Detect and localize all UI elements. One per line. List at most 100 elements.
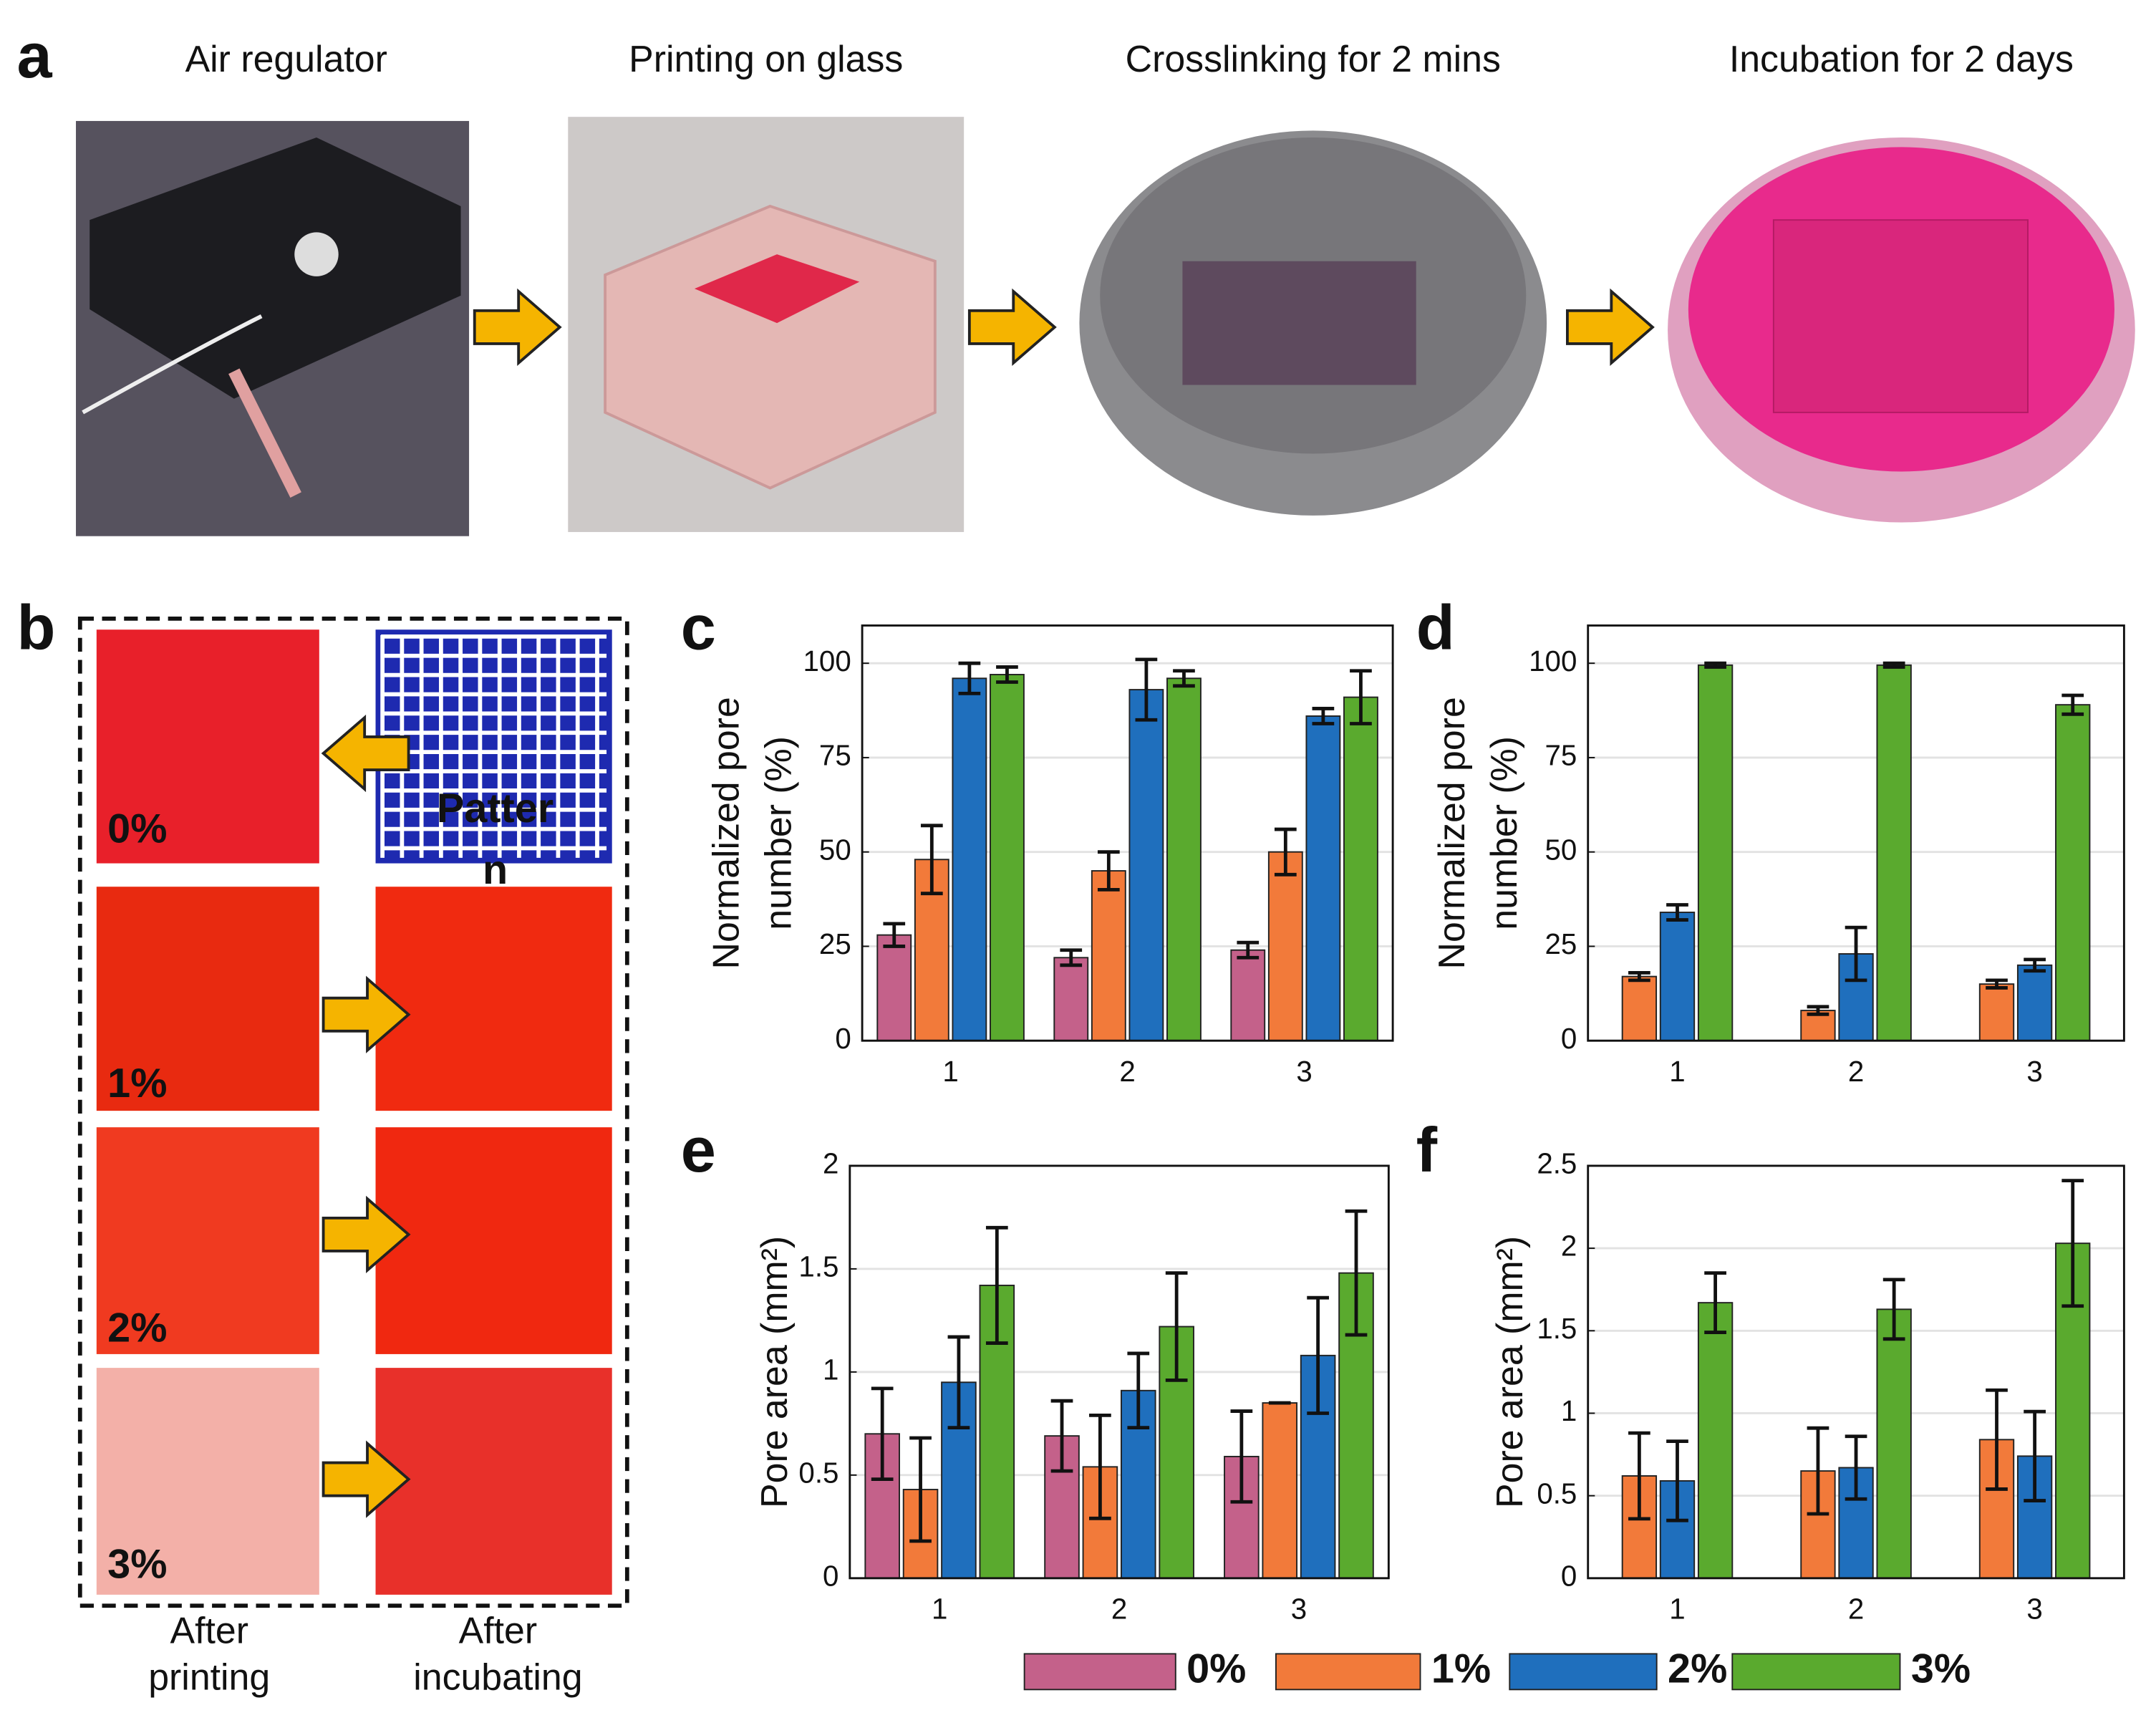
y-tick-label: 0 [823, 1560, 838, 1592]
bar [1053, 957, 1089, 1042]
error-bar [1050, 1399, 1073, 1473]
error-bar [1628, 970, 1650, 983]
panel-label: b [16, 592, 55, 662]
dashed-frame [77, 616, 629, 1608]
y-tick-label: 100 [1529, 645, 1577, 677]
error-bar [1274, 827, 1297, 877]
plot-frame [1587, 624, 2125, 1042]
y-tick-label: 2 [823, 1148, 838, 1180]
axis-label: Pore area (mm²) [753, 1236, 795, 1508]
y-tick-label: 0.5 [798, 1457, 838, 1489]
y-tick-label: 25 [1545, 928, 1577, 960]
error-bar [1807, 1426, 1829, 1516]
x-tick-label: 1 [1669, 1593, 1685, 1626]
photo [76, 120, 470, 536]
x-tick-label: 3 [1296, 1056, 1312, 1088]
axis-label: Normalized pore [705, 697, 747, 969]
axis-label: number (%) [758, 736, 799, 930]
bar [1091, 870, 1126, 1042]
bar [876, 934, 912, 1042]
panel-label: c [681, 592, 716, 662]
y-tick-label: 2.5 [1537, 1148, 1577, 1180]
axis-label: Pore area (mm²) [1489, 1236, 1530, 1508]
x-tick-label: 1 [932, 1593, 947, 1626]
x-tick-label: 2 [1848, 1593, 1864, 1626]
panel-label: d [1416, 592, 1455, 662]
error-bar [1089, 1413, 1111, 1520]
error-bar [1986, 1388, 2008, 1491]
error-bar [2061, 693, 2084, 716]
photo [1666, 120, 2138, 536]
legend-swatch [1275, 1653, 1421, 1691]
bar [2055, 704, 2091, 1042]
pattern-grid [380, 634, 607, 858]
legend-swatch [1731, 1653, 1901, 1691]
y-tick-label: 100 [803, 645, 851, 677]
error-bar [1097, 850, 1120, 892]
error-bar [920, 824, 943, 896]
axis-label: Normalized pore [1431, 697, 1472, 969]
y-tick-label: 75 [819, 740, 851, 772]
step-caption: Air regulator [185, 38, 387, 79]
error-bar [958, 661, 981, 695]
error-bar [1845, 1434, 1867, 1501]
bar [1305, 715, 1341, 1042]
panel-label: a [16, 20, 52, 91]
bar [2016, 964, 2053, 1042]
y-tick-label: 0.5 [1537, 1477, 1577, 1510]
chart: c Normalized pore number (%) 0 25 50 75 100 1 2 3 [681, 592, 1394, 1088]
concentration-label: 1% [107, 1061, 167, 1106]
plot-frame [861, 624, 1394, 1042]
concentration-label: 2% [107, 1305, 167, 1351]
x-tick-label: 3 [2026, 1593, 2042, 1626]
step-caption: Crosslinking for 2 mins [1126, 38, 1501, 79]
error-bar [1350, 669, 1372, 725]
pattern-label: n [483, 847, 508, 893]
legend-label: 3% [1911, 1646, 1971, 1692]
x-tick-label: 2 [1848, 1056, 1864, 1088]
bar [1166, 677, 1202, 1042]
bar [1343, 696, 1378, 1042]
x-tick-label: 3 [1291, 1593, 1307, 1626]
x-tick-label: 1 [942, 1056, 958, 1088]
error-bar [1882, 661, 1905, 669]
y-tick-label: 1.5 [1537, 1313, 1577, 1345]
error-bar [1135, 657, 1158, 722]
column-caption: incubating [413, 1656, 582, 1698]
x-tick-label: 2 [1111, 1593, 1127, 1626]
error-bar [1237, 940, 1260, 960]
error-bar [1845, 925, 1867, 983]
column-caption: After [459, 1609, 537, 1651]
bar [990, 674, 1025, 1042]
bar [1876, 1308, 1912, 1579]
error-bar [2024, 1409, 2046, 1502]
step-caption: Printing on glass [629, 38, 903, 79]
bar [1621, 975, 1658, 1042]
column-caption: After [170, 1609, 248, 1651]
error-bar [909, 1436, 932, 1543]
chart: d Normalized pore number (%) 0 25 50 75 100 1 2 3 [1416, 592, 2125, 1088]
axis-label: number (%) [1483, 736, 1524, 930]
error-bar [1127, 1351, 1150, 1430]
bar [1230, 949, 1266, 1042]
bar [1978, 983, 2015, 1042]
error-bar [1807, 1005, 1829, 1016]
error-bar [2024, 957, 2046, 973]
error-bar [985, 1225, 1008, 1345]
bar [1262, 1402, 1298, 1579]
chart: e Pore area (mm²) 0 0.5 1 1.5 2 1 2 3 [681, 1114, 1390, 1626]
pattern-label: Patter [437, 786, 553, 831]
error-bar [1307, 1295, 1329, 1415]
photo [1065, 120, 1565, 536]
panel-label: f [1416, 1114, 1438, 1185]
error-bar [871, 1386, 894, 1482]
error-bar [1060, 948, 1083, 967]
legend-label: 0% [1186, 1646, 1246, 1692]
bar [1659, 912, 1696, 1042]
y-tick-label: 25 [819, 928, 851, 960]
legend-swatch [1023, 1653, 1176, 1691]
y-tick-label: 0 [1561, 1023, 1577, 1055]
error-bar [1882, 1278, 1905, 1341]
